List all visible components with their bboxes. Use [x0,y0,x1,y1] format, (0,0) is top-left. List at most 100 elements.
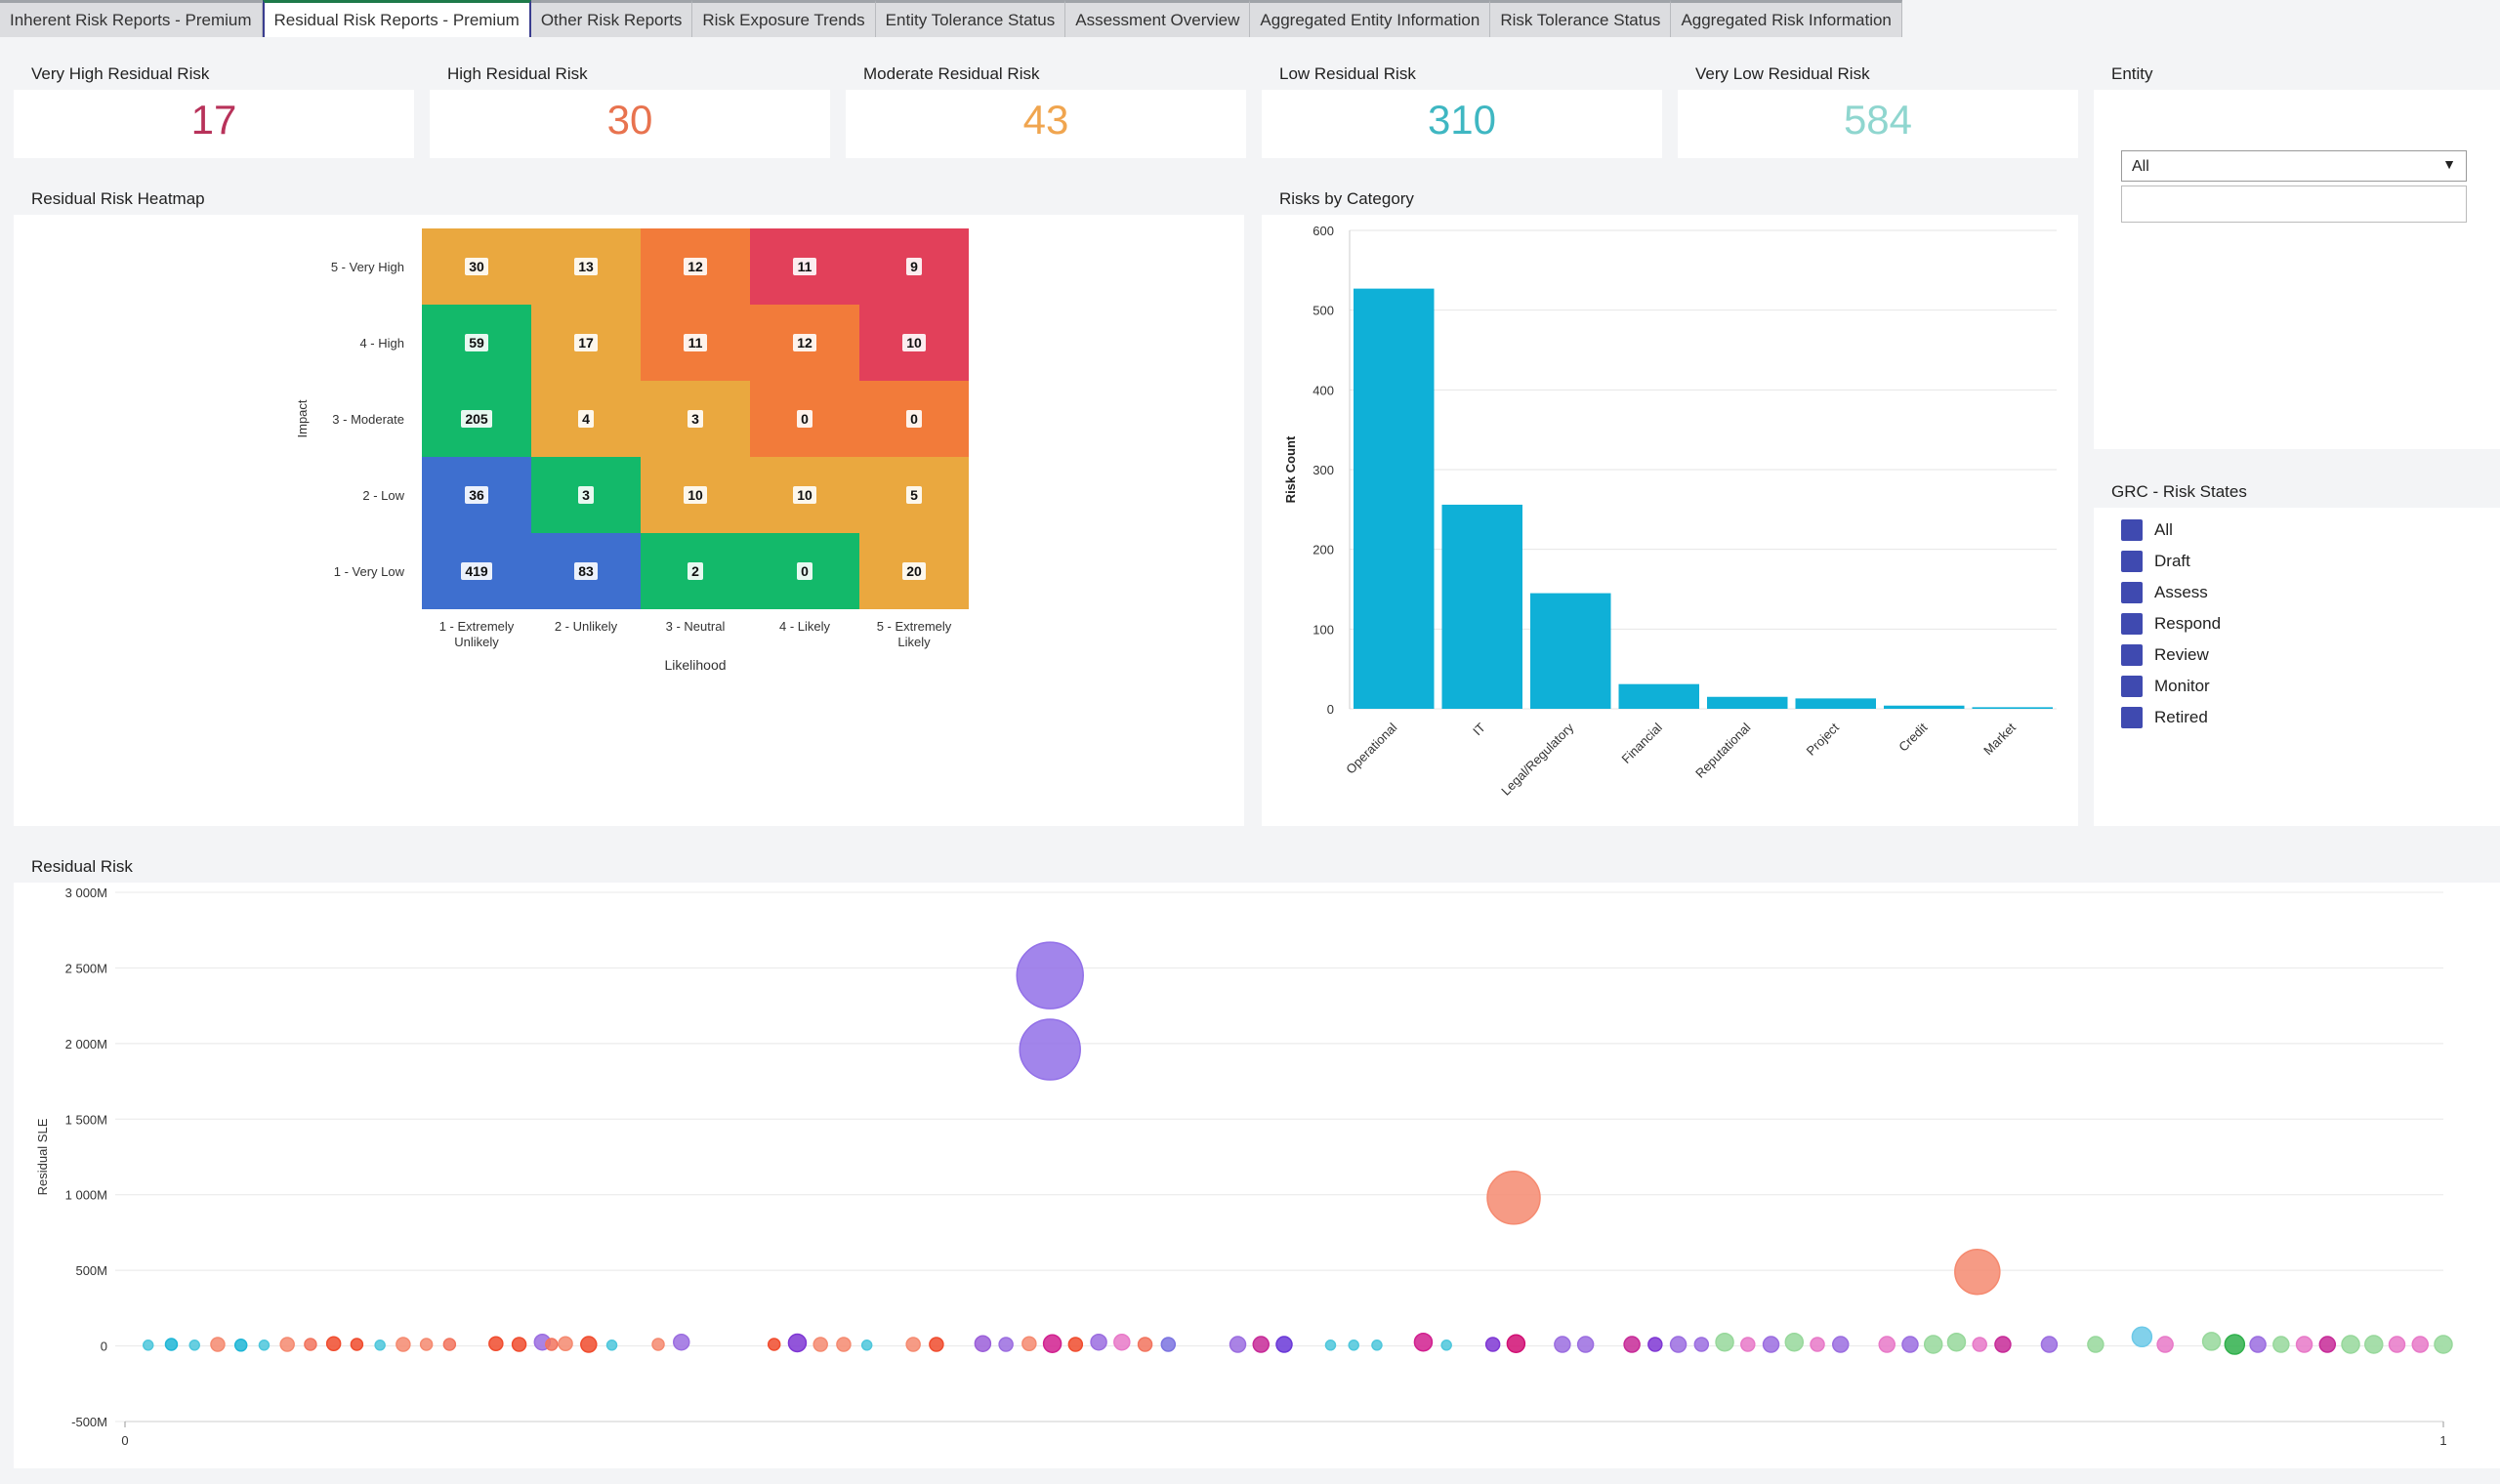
scatter-point[interactable] [164,1338,179,1351]
heatmap-cell[interactable]: 0 [750,381,859,457]
heatmap-cell[interactable]: 10 [750,457,859,533]
tab-entity-tolerance-status[interactable]: Entity Tolerance Status [875,0,1066,37]
heatmap-cell[interactable]: 3 [531,457,641,533]
scatter-point[interactable] [1113,1333,1131,1351]
heatmap-cell[interactable]: 3 [641,381,750,457]
scatter-point[interactable] [374,1340,386,1351]
scatter-point[interactable] [2411,1336,2430,1353]
risk-state-monitor[interactable]: Monitor [2121,674,2210,699]
entity-select-list[interactable] [2121,186,2467,223]
scatter-point[interactable] [1021,1336,1037,1351]
scatter-point[interactable] [1576,1336,1595,1353]
scatter-point[interactable] [1647,1337,1663,1352]
scatter-point[interactable] [767,1338,781,1351]
scatter-point[interactable] [1506,1334,1526,1353]
heatmap-cell[interactable]: 13 [531,228,641,305]
scatter-point[interactable] [2364,1335,2384,1354]
tab-aggregated-risk-information[interactable]: Aggregated Risk Information [1671,0,1902,37]
scatter-point[interactable] [1832,1336,1850,1353]
checkbox-icon[interactable] [2121,676,2143,697]
scatter-point[interactable] [1715,1332,1734,1352]
scatter-point[interactable] [304,1338,317,1351]
heatmap-cell[interactable]: 4 [531,381,641,457]
scatter-point[interactable] [419,1338,434,1351]
scatter-point[interactable] [1042,1334,1062,1353]
scatter-point[interactable] [2388,1336,2406,1353]
scatter-point[interactable] [1019,1018,1081,1081]
scatter-point[interactable] [1554,1336,1571,1353]
scatter-point[interactable] [1440,1340,1452,1351]
scatter-point[interactable] [396,1337,411,1352]
scatter-point[interactable] [325,1336,342,1351]
scatter-point[interactable] [210,1337,226,1352]
scatter-point[interactable] [233,1339,248,1352]
scatter-point[interactable] [929,1337,944,1352]
heatmap-cell[interactable]: 36 [422,457,531,533]
heatmap-cell[interactable]: 11 [641,305,750,381]
heatmap-cell[interactable]: 0 [750,533,859,609]
scatter-point[interactable] [1067,1337,1084,1352]
scatter-point[interactable] [558,1336,573,1351]
scatter-point[interactable] [1486,1171,1541,1225]
scatter-point[interactable] [1762,1336,1780,1353]
heatmap-cell[interactable]: 12 [750,305,859,381]
scatter-point[interactable] [142,1340,154,1351]
scatter-point[interactable] [905,1337,921,1352]
scatter-point[interactable] [1972,1337,1987,1352]
scatter-point[interactable] [998,1337,1014,1352]
scatter-point[interactable] [1994,1336,2012,1353]
scatter-point[interactable] [1923,1335,1943,1354]
risk-state-assess[interactable]: Assess [2121,580,2208,605]
scatter-point[interactable] [1740,1337,1756,1352]
scatter-point[interactable] [1016,941,1084,1010]
scatter-point[interactable] [1324,1340,1337,1351]
scatter-point[interactable] [2318,1336,2337,1353]
checkbox-icon[interactable] [2121,519,2143,541]
checkbox-icon[interactable] [2121,644,2143,666]
scatter-point[interactable] [1484,1337,1501,1352]
scatter-point[interactable] [2087,1336,2104,1353]
scatter-point[interactable] [974,1335,992,1352]
scatter-point[interactable] [2224,1334,2246,1355]
scatter-point[interactable] [2249,1336,2267,1353]
scatter-point[interactable] [1946,1332,1967,1352]
scatter-point[interactable] [1413,1332,1434,1352]
scatter-point[interactable] [1901,1336,1919,1353]
heatmap-cell[interactable]: 12 [641,228,750,305]
scatter-point[interactable] [1784,1332,1805,1352]
heatmap-cell[interactable]: 17 [531,305,641,381]
tab-risk-tolerance-status[interactable]: Risk Tolerance Status [1490,0,1672,37]
scatter-point[interactable] [258,1340,271,1351]
scatter-point[interactable] [1090,1333,1107,1351]
checkbox-icon[interactable] [2121,613,2143,635]
tab-aggregated-entity-information[interactable]: Aggregated Entity Information [1250,0,1491,37]
scatter-point[interactable] [188,1340,200,1351]
scatter-point[interactable] [350,1338,364,1351]
bar[interactable] [1884,705,1965,709]
heatmap-cell[interactable]: 11 [750,228,859,305]
scatter-point[interactable] [580,1336,598,1353]
bar[interactable] [1972,707,2054,709]
risk-state-draft[interactable]: Draft [2121,549,2190,574]
scatter-point[interactable] [1669,1336,1688,1353]
tab-inherent-risk-reports-premium[interactable]: Inherent Risk Reports - Premium [0,0,263,37]
scatter-point[interactable] [442,1338,457,1351]
scatter-point[interactable] [279,1337,295,1352]
scatter-point[interactable] [2040,1336,2059,1353]
scatter-point[interactable] [2295,1336,2313,1353]
scatter-point[interactable] [673,1333,690,1351]
scatter-point[interactable] [511,1337,527,1352]
scatter-point[interactable] [1623,1336,1641,1353]
risk-state-review[interactable]: Review [2121,642,2209,668]
bar[interactable] [1707,696,1788,709]
scatter-point[interactable] [1878,1336,1896,1353]
scatter-point[interactable] [1810,1337,1825,1352]
bar[interactable] [1618,683,1700,709]
scatter-point[interactable] [1954,1248,2001,1296]
scatter-point[interactable] [2341,1335,2360,1354]
scatter-point[interactable] [1252,1336,1271,1353]
checkbox-icon[interactable] [2121,707,2143,728]
risk-state-all[interactable]: All [2121,517,2173,543]
heatmap-cell[interactable]: 0 [859,381,969,457]
heatmap-cell[interactable]: 2 [641,533,750,609]
